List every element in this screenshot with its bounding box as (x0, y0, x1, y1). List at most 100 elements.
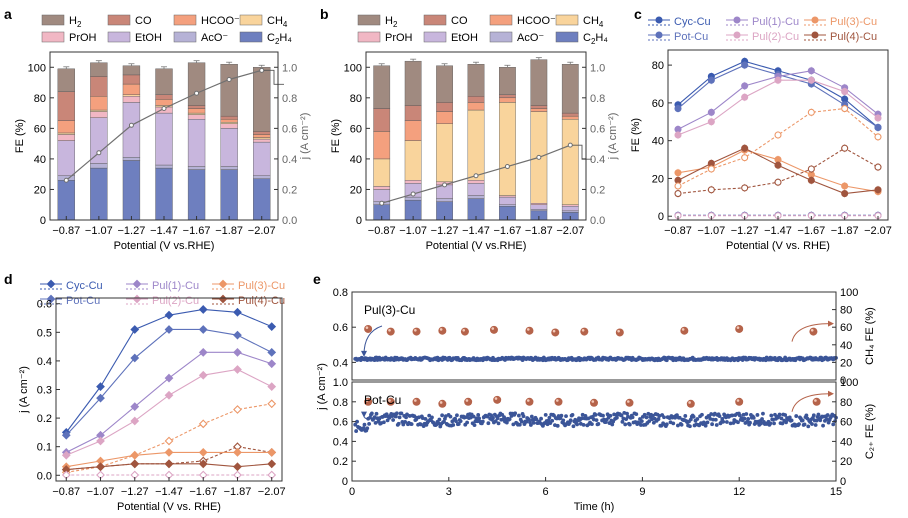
current-point (780, 421, 785, 426)
current-point (394, 414, 398, 419)
legend-swatch-CO (107, 14, 131, 26)
current-point (783, 413, 788, 417)
bar-segment-H2-5 (530, 59, 548, 106)
current-point (644, 415, 649, 420)
fe-point-highlight-5 (494, 397, 498, 400)
ytick-label: 0.0 (37, 470, 52, 482)
bar-segment-PrOH-1 (404, 180, 422, 184)
current-point (362, 422, 367, 427)
series-point-pul3-4-0 (674, 169, 682, 177)
current-point (772, 421, 776, 426)
current-point (543, 412, 548, 417)
xtick-label: 6 (543, 486, 549, 498)
series-point-pul2-3-5 (233, 365, 242, 374)
xtick-label: −1.87 (525, 225, 553, 237)
stability-bottom-pot: 0 0.2 0.4 0.6 0.8 1.0 0 20 40 60 80 100 C₂₊ FE (%) Po… (333, 377, 876, 488)
fe-point-8 (590, 398, 598, 407)
bar-segment-CO-3 (155, 94, 173, 100)
series-point-pul1-2-3 (164, 373, 174, 383)
bar-segment-H2-6 (561, 64, 579, 114)
legend-label-pul3: Pul(3)-Cu (238, 280, 285, 292)
current-point (407, 414, 412, 418)
current-point (361, 426, 366, 431)
fe-point-highlight-12 (810, 329, 814, 332)
series-point-pul4-7-6 (874, 163, 882, 171)
fe-point-11 (735, 397, 744, 406)
legend-label-HCOO: HCOO⁻ (517, 15, 556, 27)
series-point-pul4-7-2 (130, 459, 140, 469)
bar-segment-AcO-6 (561, 210, 579, 213)
current-point (810, 422, 814, 426)
xtick-label: −2.07 (556, 225, 584, 237)
fe-point-highlight-1 (388, 329, 391, 332)
fe-point-10 (680, 326, 689, 335)
y2tick-label: 100 (840, 377, 858, 389)
chart-c-fe-lines: Cyc-Cu Pul(1)-Cu Pul(3)-Cu Pot-Cu Pul(2)-Cu P… (630, 16, 892, 252)
current-point (491, 416, 495, 420)
fe-point-highlight-7 (556, 399, 559, 402)
series-point-pul3-6-1 (707, 165, 715, 173)
xtick-label: −1.67 (183, 225, 211, 237)
bar-segment-HCOO-4 (499, 97, 516, 103)
y2tick-label: 0.6 (590, 123, 605, 135)
xtick-label: −1.27 (121, 486, 149, 498)
current-point (486, 421, 491, 426)
fe-point-highlight-7 (552, 329, 556, 333)
current-point (711, 417, 715, 422)
current-density-point-1 (410, 191, 416, 197)
current-point (608, 413, 613, 418)
series-point-pul3-4-5 (233, 405, 242, 414)
current-point (454, 419, 458, 424)
current-point (456, 422, 461, 426)
ytick-label: 100 (28, 62, 46, 74)
bar-segment-HCOO-5 (220, 118, 238, 123)
legend-label-pul4: Pul(4)-Cu (830, 31, 877, 43)
bar-segment-EtOH-4 (187, 118, 206, 167)
bar-segment-EtOH-6 (253, 141, 271, 176)
xtick-label: −0.87 (664, 225, 692, 237)
current-point (534, 417, 539, 422)
current-point (620, 419, 625, 424)
y2tick-label: 0.2 (282, 184, 297, 196)
current-point (593, 412, 598, 417)
xtick-label: −1.47 (462, 225, 490, 237)
legend-swatch-AcO (173, 31, 197, 43)
ytick-label: 0 (342, 476, 348, 488)
current-density-point-2 (442, 182, 448, 188)
fe-point-highlight-4 (462, 329, 466, 332)
legend-marker-pul1 (733, 16, 741, 24)
xtick-label: 0 (349, 486, 355, 498)
legend-label-cyc: Cyc-Cu (66, 280, 103, 292)
current-point (430, 415, 434, 420)
fe-point-highlight-10 (688, 401, 691, 404)
legend-products: H2 CO HCOO⁻ CH4 PrOH EtOH AcO⁻ C2H₄ (41, 14, 292, 46)
series-point-pul3-6-4 (198, 448, 208, 457)
y-axis-title: FE (%) (630, 118, 642, 152)
legend-label-PrOH: PrOH (385, 32, 413, 44)
xtick-label: 9 (639, 486, 645, 498)
legend-label-PrOH: PrOH (69, 32, 97, 44)
current-point (630, 415, 635, 420)
xtick-label: −1.67 (189, 486, 217, 498)
series-point-pul3-4-5 (841, 182, 849, 190)
ytick-label: 20 (350, 184, 362, 196)
current-point (634, 412, 639, 417)
bar-segment-C2H4-1 (90, 167, 108, 221)
current-point (768, 421, 773, 426)
current-point (777, 412, 782, 417)
current-point (789, 418, 794, 423)
bar-segment-CO-2 (436, 102, 453, 112)
ytick-label: 20 (652, 173, 664, 185)
legend-label-pul1: Pul(1)-Cu (152, 280, 199, 292)
fe-point-6 (525, 326, 534, 335)
legend-marker-pot (46, 294, 56, 304)
legend-marker-pul2 (733, 31, 741, 39)
series-point-pul4-7-4 (807, 165, 815, 173)
current-point (730, 413, 735, 418)
fe-point-0 (364, 324, 373, 333)
legend-label-CH4: CH4 (583, 15, 604, 29)
bar-segment-HCOO-2 (122, 83, 141, 95)
bar-segment-C2H4-4 (187, 169, 206, 221)
series-point-pot-1-1 (96, 393, 105, 403)
legend-marker-pul2 (132, 294, 142, 304)
